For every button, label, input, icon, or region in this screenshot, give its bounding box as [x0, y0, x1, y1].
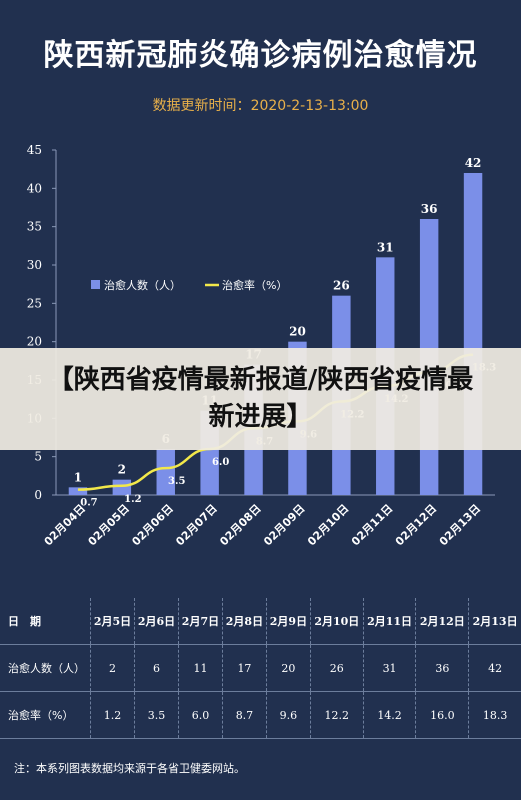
table-cell: 9.6 [265, 691, 311, 739]
table-cell: 11 [177, 644, 223, 692]
x-tick-label: 02月06日 [129, 502, 175, 548]
y-tick-label: 30 [27, 258, 42, 272]
x-tick-label: 02月13日 [437, 502, 483, 548]
y-tick-label: 5 [34, 450, 42, 464]
x-tick-label: 02月08日 [217, 502, 263, 548]
update-time-value: 2020-2-13-13:00 [250, 98, 369, 114]
bar-value-label: 36 [421, 202, 438, 216]
update-time: 数据更新时间：2020-2-13-13:00 [0, 95, 521, 115]
y-tick-label: 25 [27, 296, 42, 310]
table-row: 治愈率（%） 1.2 3.5 6.0 8.7 9.6 12.2 14.2 16.… [0, 691, 521, 739]
table-row: 治愈人数（人） 2 6 11 17 20 26 31 36 42 [0, 644, 521, 692]
legend-bar-swatch [91, 280, 100, 289]
table-date: 2月5日 [90, 598, 135, 645]
table-cell: 36 [415, 644, 469, 692]
bar-value-label: 31 [377, 240, 394, 254]
y-tick-label: 35 [27, 220, 42, 234]
table-cell: 14.2 [362, 691, 416, 739]
x-tick-label: 02月12日 [393, 502, 439, 548]
x-tick-label: 02月09日 [261, 502, 307, 548]
y-tick-label: 40 [27, 181, 42, 195]
table-date: 2月12日 [415, 598, 469, 645]
table-date: 2月10日 [309, 598, 364, 645]
table-date: 2月9日 [265, 598, 311, 645]
line-value-label: 1.2 [124, 494, 141, 505]
y-tick-label: 45 [27, 143, 42, 157]
y-tick-label: 0 [34, 488, 42, 502]
table-cell: 8.7 [221, 691, 267, 739]
table-cell: 42 [468, 644, 521, 692]
table-date: 2月13日 [468, 598, 521, 645]
table-date: 2月7日 [177, 598, 223, 645]
table-cell: 18.3 [468, 691, 521, 739]
bar-value-label: 42 [465, 156, 482, 170]
bar-value-label: 1 [74, 470, 82, 484]
update-time-label: 数据更新时间： [152, 98, 251, 114]
bar [112, 479, 132, 495]
table-header-row: 日 期 2月5日 2月6日 2月7日 2月8日 2月9日 2月10日 2月11日… [0, 598, 521, 645]
bar-value-label: 20 [289, 325, 306, 339]
table-cell: 2 [90, 644, 135, 692]
table-cell: 3.5 [133, 691, 179, 739]
table-cell: 17 [221, 644, 267, 692]
headline-text: 【陕西省疫情最新报道/陕西省疫情最新进展】 [47, 365, 474, 432]
line-value-label: 3.5 [168, 476, 185, 487]
table-header-label: 日 期 [0, 598, 91, 645]
chart-legend: 治愈人数（人） 治愈率（%） [91, 278, 287, 292]
x-tick-label: 02月05日 [86, 502, 132, 548]
table-cell: 16.0 [415, 691, 469, 739]
table-row-label: 治愈人数（人） [0, 644, 91, 692]
table-date: 2月6日 [133, 598, 179, 645]
bar [68, 487, 88, 495]
legend-bar-label: 治愈人数（人） [104, 278, 181, 292]
x-tick-label: 02月07日 [173, 502, 219, 548]
chart-title: 陕西新冠肺炎确诊病例治愈情况 [43, 38, 478, 73]
table-date: 2月11日 [362, 598, 416, 645]
table-cell: 6 [133, 644, 179, 692]
y-tick-label: 20 [27, 335, 42, 349]
data-table: 日 期 2月5日 2月6日 2月7日 2月8日 2月9日 2月10日 2月11日… [0, 598, 521, 739]
table-cell: 12.2 [309, 691, 364, 739]
table-cell: 6.0 [177, 691, 223, 739]
source-note: 注：本系列图表数据均来源于各省卫健委网站。 [14, 762, 245, 775]
headline-banner: 【陕西省疫情最新报道/陕西省疫情最新进展】 [0, 348, 521, 450]
bar-value-label: 26 [333, 279, 350, 293]
legend-line-label: 治愈率（%） [222, 278, 287, 292]
table-cell: 1.2 [90, 691, 135, 739]
line-value-label: 6.0 [212, 457, 229, 468]
table-row-label: 治愈率（%） [0, 691, 91, 739]
table-cell: 31 [362, 644, 416, 692]
x-tick-label: 02月11日 [349, 502, 395, 548]
bar-value-label: 2 [118, 463, 126, 477]
x-tick-label: 02月10日 [305, 502, 351, 548]
bar [156, 449, 175, 495]
table-date: 2月8日 [221, 598, 267, 645]
x-tick-labels: 02月04日02月05日02月06日02月07日02月08日02月09日02月1… [42, 502, 484, 548]
line-value-label: 0.7 [80, 498, 97, 509]
x-tick-label: 02月04日 [42, 502, 88, 548]
table-cell: 26 [309, 644, 364, 692]
table-cell: 20 [265, 644, 311, 692]
